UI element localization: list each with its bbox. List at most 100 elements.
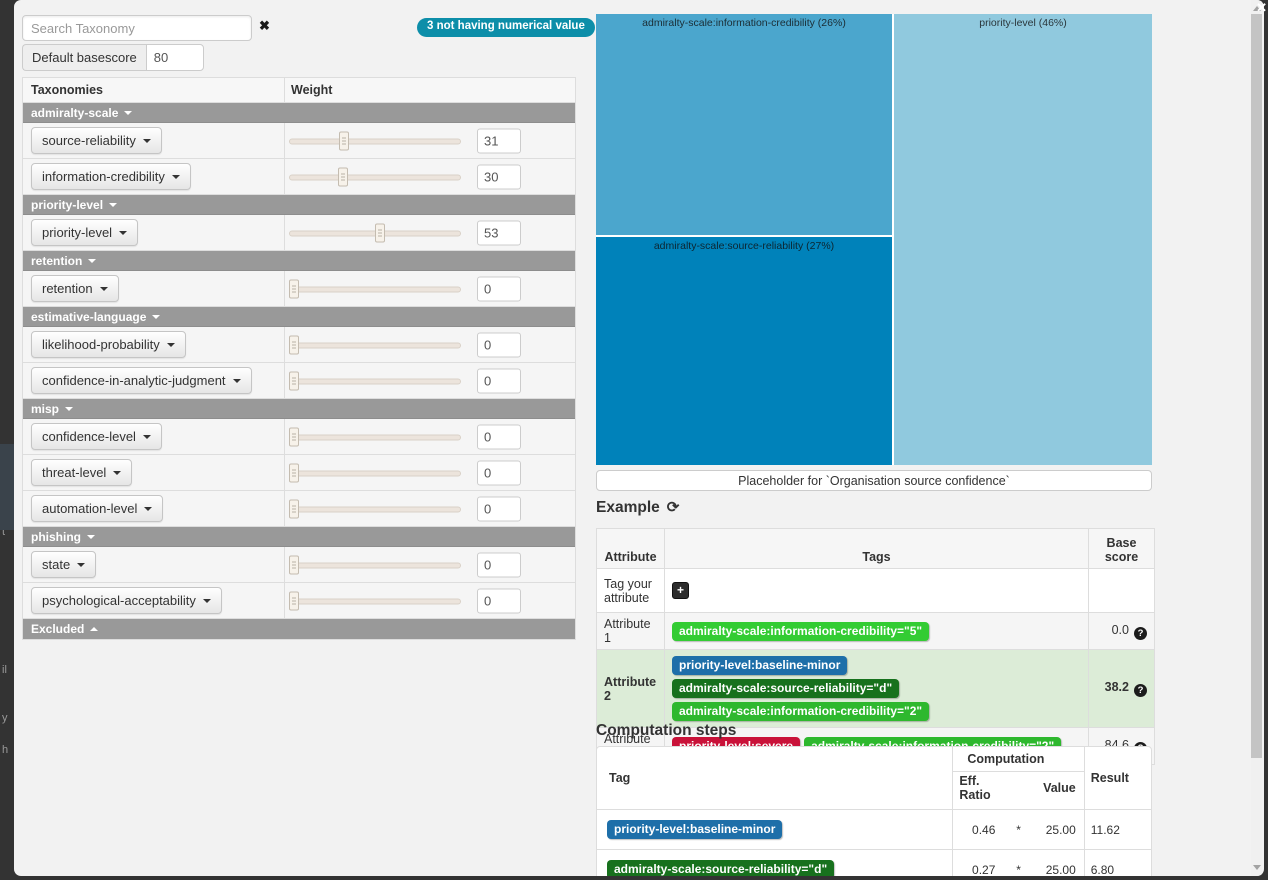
weight-input[interactable] — [477, 220, 521, 245]
weight-slider[interactable] — [289, 131, 461, 150]
chevron-down-icon — [99, 286, 108, 291]
tag-pill[interactable]: admiralty-scale:information-credibility=… — [672, 621, 930, 641]
column-header-tag: Tag — [609, 771, 631, 785]
slider-track[interactable] — [289, 174, 461, 180]
slider-handle[interactable] — [374, 223, 385, 242]
weight-input[interactable] — [477, 368, 521, 393]
tag-pill[interactable]: priority-level:baseline-minor — [607, 820, 783, 839]
tag-pill[interactable]: admiralty-scale:source-reliability="d" — [607, 860, 835, 876]
treemap-cell[interactable]: priority-level (46%) — [894, 14, 1152, 465]
slider-track[interactable] — [289, 562, 461, 568]
weight-input[interactable] — [477, 588, 521, 613]
column-header-computation: Computation — [952, 747, 1085, 772]
slider-track[interactable] — [289, 434, 461, 440]
taxonomy-dropdown-threat-level[interactable]: threat-level — [31, 459, 133, 486]
refresh-icon[interactable]: ⟳ — [666, 499, 680, 516]
taxonomy-dropdown-priority-level[interactable]: priority-level — [31, 219, 139, 246]
slider-handle[interactable] — [289, 371, 299, 390]
background-text-fragment: y — [2, 712, 8, 724]
example-row: Attribute 1 admiralty-scale:information-c… — [596, 612, 1155, 650]
weight-slider[interactable] — [289, 463, 461, 482]
group-header-excluded[interactable]: Excluded — [23, 619, 575, 639]
slider-handle[interactable] — [289, 499, 299, 518]
group-header-estimative-language[interactable]: estimative-language — [23, 307, 575, 327]
slider-track[interactable] — [289, 378, 461, 384]
tag-pill[interactable]: admiralty-scale:information-credibility=… — [672, 702, 930, 721]
taxonomy-dropdown-information-credibility[interactable]: information-credibility — [31, 163, 191, 190]
weight-input[interactable] — [477, 496, 521, 521]
taxonomy-dropdown-psychological-acceptability[interactable]: psychological-acceptability — [31, 587, 222, 614]
weight-slider[interactable] — [289, 223, 461, 242]
group-header-misp[interactable]: misp — [23, 399, 575, 419]
chevron-down-icon — [88, 258, 97, 263]
group-header-priority-level[interactable]: priority-level — [23, 195, 575, 215]
taxonomy-dropdown-state[interactable]: state — [31, 551, 97, 578]
weight-input[interactable] — [477, 332, 521, 357]
add-tag-button[interactable]: + — [672, 582, 689, 599]
base-score-value: 0.0 — [1111, 622, 1129, 637]
help-icon[interactable]: ? — [1134, 626, 1147, 640]
taxonomy-row-threat-level: threat-level — [23, 455, 575, 491]
scrollbar-thumb[interactable] — [1251, 14, 1262, 758]
group-header-retention[interactable]: retention — [23, 251, 575, 271]
slider-handle[interactable] — [337, 167, 348, 186]
group-header-admiralty-scale[interactable]: admiralty-scale — [23, 103, 575, 123]
taxonomy-dropdown-confidence-level[interactable]: confidence-level — [31, 423, 162, 450]
group-header-phishing[interactable]: phishing — [23, 527, 575, 547]
weight-input[interactable] — [477, 128, 521, 153]
chevron-down-icon — [87, 534, 95, 539]
treemap-cell[interactable]: admiralty-scale:information-credibility … — [596, 14, 892, 235]
default-basescore-input[interactable] — [145, 44, 204, 71]
scroll-up-icon[interactable] — [1253, 6, 1261, 11]
taxonomy-dropdown-source-reliability[interactable]: source-reliability — [31, 127, 162, 154]
value: 25.00 — [1031, 809, 1085, 850]
slider-handle[interactable] — [289, 463, 299, 482]
weight-slider[interactable] — [289, 427, 461, 446]
slider-handle[interactable] — [289, 279, 299, 298]
slider-handle[interactable] — [289, 591, 299, 610]
slider-handle[interactable] — [289, 555, 299, 574]
weight-input[interactable] — [477, 552, 521, 577]
weight-slider[interactable] — [289, 167, 461, 186]
column-header-taxonomies: Taxonomies — [23, 78, 285, 102]
treemap-cell-label: priority-level (46%) — [979, 17, 1067, 29]
slider-handle[interactable] — [339, 131, 350, 150]
slider-track[interactable] — [289, 342, 461, 348]
scroll-down-icon[interactable] — [1253, 865, 1261, 870]
chevron-down-icon — [232, 378, 241, 383]
weight-slider[interactable] — [289, 371, 461, 390]
operator: * — [1005, 809, 1032, 850]
slider-track[interactable] — [289, 506, 461, 512]
slider-track[interactable] — [289, 286, 461, 292]
value: 25.00 — [1031, 849, 1085, 876]
weight-input[interactable] — [477, 424, 521, 449]
taxonomy-dropdown-retention[interactable]: retention — [31, 275, 119, 302]
weight-slider[interactable] — [289, 279, 461, 298]
weight-slider[interactable] — [289, 499, 461, 518]
slider-track[interactable] — [289, 138, 461, 144]
weight-input[interactable] — [477, 460, 521, 485]
taxonomy-dropdown-automation-level[interactable]: automation-level — [31, 495, 164, 522]
tag-pill[interactable]: admiralty-scale:source-reliability="d" — [672, 679, 900, 698]
weight-slider[interactable] — [289, 555, 461, 574]
slider-handle[interactable] — [289, 427, 299, 446]
slider-track[interactable] — [289, 598, 461, 604]
vertical-scrollbar[interactable] — [1251, 0, 1262, 876]
tag-pill[interactable]: priority-level:baseline-minor — [672, 656, 848, 675]
close-icon[interactable]: ✕ — [1256, 0, 1267, 15]
weight-slider[interactable] — [289, 591, 461, 610]
computation-steps-heading: Computation steps — [596, 722, 737, 739]
taxonomy-dropdown-likelihood-probability[interactable]: likelihood-probability — [31, 331, 186, 358]
weight-slider[interactable] — [289, 335, 461, 354]
weight-input[interactable] — [477, 164, 521, 189]
search-clear-icon[interactable]: ✖ — [259, 18, 270, 33]
treemap-cell[interactable]: admiralty-scale:source-reliability (27%) — [596, 237, 892, 465]
search-input[interactable] — [22, 15, 252, 41]
treemap-cell-label: admiralty-scale:information-credibility … — [642, 17, 846, 29]
slider-handle[interactable] — [289, 335, 299, 354]
taxonomy-dropdown-confidence-in-analytic-judgment[interactable]: confidence-in-analytic-judgment — [31, 367, 252, 394]
help-icon[interactable]: ? — [1134, 684, 1147, 697]
taxonomy-label: information-credibility — [42, 169, 165, 184]
weight-input[interactable] — [477, 276, 521, 301]
slider-track[interactable] — [289, 470, 461, 476]
